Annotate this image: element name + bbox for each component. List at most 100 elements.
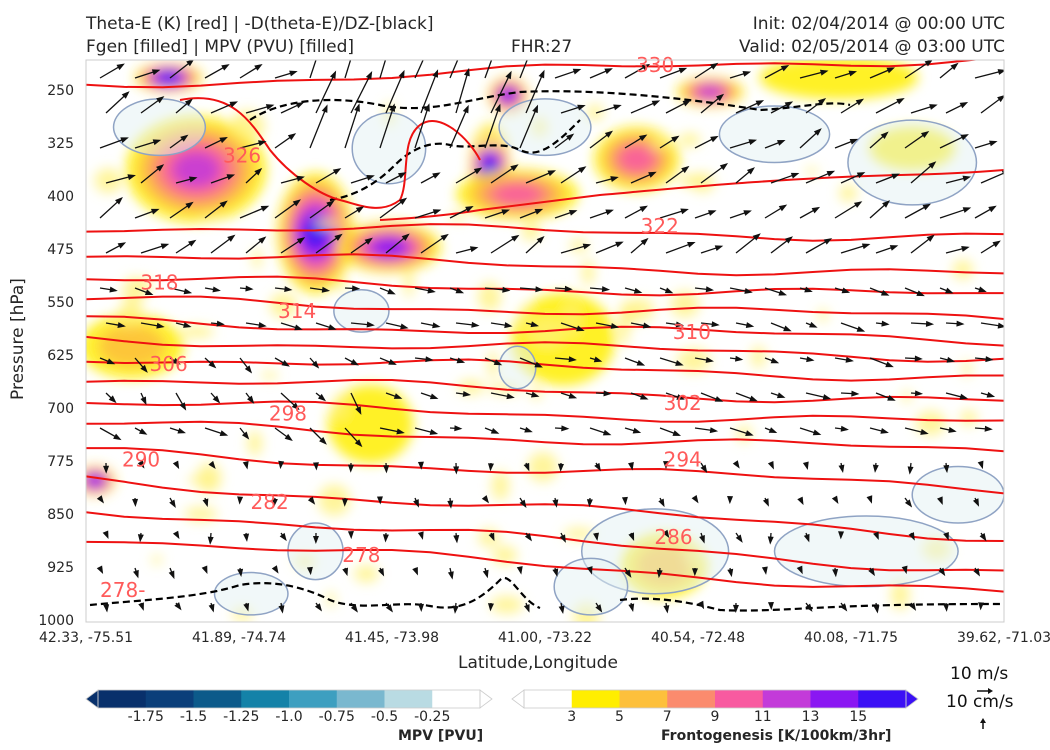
wind-vector-head <box>716 93 725 102</box>
wind-vector-head <box>174 602 182 611</box>
wind-vector <box>344 104 360 149</box>
wind-vector-head <box>719 163 729 171</box>
wind-vector <box>484 105 501 149</box>
wind-vector-head <box>806 356 815 363</box>
wind-vector-head <box>678 67 688 74</box>
wind-vector-head <box>219 430 229 436</box>
fgen_colorbar-segment <box>762 690 811 708</box>
fgen-colorbar-label: Frontogenesis [K/100km/3hr] <box>661 728 892 744</box>
wind-vector-head <box>820 69 829 76</box>
wind-vector <box>350 72 372 114</box>
fgen-patch <box>151 555 162 565</box>
wind-vector-head <box>803 533 810 543</box>
wind-vector-head <box>582 243 592 250</box>
fgen-patch <box>670 290 700 318</box>
wind-vector-head <box>914 390 924 397</box>
wind-vector-head <box>992 240 1001 248</box>
wind-vector-head <box>462 104 469 114</box>
wind-vector-head <box>397 172 407 179</box>
wind-vector-head <box>784 236 794 244</box>
wind-vector-head <box>401 233 410 241</box>
wind-vector-head <box>208 460 216 470</box>
wind-vector-head <box>559 534 566 543</box>
wind-vector-head <box>465 205 474 213</box>
y-tick-label: 250 <box>47 82 74 99</box>
wind-vector <box>519 106 538 149</box>
wind-vector <box>379 60 387 79</box>
wind-vector-head <box>103 465 110 474</box>
fgen_colorbar-segment <box>667 690 716 708</box>
wind-vector-head <box>802 461 809 470</box>
fgen-patch <box>247 430 263 457</box>
wind-vector-head <box>462 390 472 397</box>
wind-vector-head <box>208 603 215 613</box>
wind-vector-head <box>398 69 405 79</box>
x-axis-label: Latitude,Longitude <box>458 653 618 673</box>
wind-vector-head <box>778 204 788 212</box>
title-init: Init: 02/04/2014 @ 00:00 UTC <box>752 14 1005 34</box>
wind-vector-head <box>547 170 556 177</box>
wind-vector-head <box>943 464 950 474</box>
fgen-blob <box>696 84 724 99</box>
wind-vector-head <box>487 603 494 612</box>
wind-vector-head <box>307 496 316 505</box>
wind-vector-head <box>524 426 533 433</box>
wind-vector-head <box>916 290 925 297</box>
wind-vector-head <box>271 498 278 507</box>
wind-vector-head <box>604 130 614 138</box>
wind-vector-head <box>868 567 875 577</box>
wind-vector-head <box>243 533 250 542</box>
wind-vector-head <box>452 605 459 614</box>
wind-vector-head <box>510 164 519 172</box>
theta-e-label: 298 <box>269 401 307 425</box>
fgen_colorbar-segment <box>524 690 573 708</box>
wind-vector-head <box>412 566 418 576</box>
wind-vector-head <box>387 288 396 295</box>
wind-vector-head <box>632 427 642 434</box>
wind-vector-head <box>851 390 860 397</box>
wind-vector-head <box>523 462 530 472</box>
fgen-patch <box>952 259 973 280</box>
fgen-patch <box>521 220 541 241</box>
fgen-patch <box>618 314 629 347</box>
theta-e-line <box>379 169 1004 221</box>
wind-vector-head <box>432 172 441 179</box>
wind-vector-head <box>633 287 643 294</box>
fgen-patch <box>261 371 279 380</box>
wind-vector-head <box>845 356 854 363</box>
theta-e-label: 326 <box>223 143 261 167</box>
wind-vector-head <box>681 165 690 174</box>
fgen-patch <box>314 217 343 230</box>
wind-vector-head <box>284 286 293 293</box>
mpv_colorbar-segment <box>241 690 290 708</box>
wind-vector <box>449 60 459 79</box>
theta-e-line <box>86 335 1004 363</box>
wind-vector-head <box>866 495 873 504</box>
wind-vector-head <box>959 393 969 400</box>
mpv_colorbar-frame <box>97 689 481 709</box>
wind-vector-head <box>212 286 221 293</box>
wind-vector-head <box>817 98 827 106</box>
mpv-contour <box>351 112 427 185</box>
x-tick-label: 39.62, -71.03 <box>956 630 1050 646</box>
fgen-patch <box>915 410 946 436</box>
wind-vector-head <box>601 286 611 293</box>
wind-vector-head <box>586 499 593 508</box>
fgen-patch <box>487 349 498 379</box>
wind-vector-head <box>978 602 985 611</box>
wind-vector-head <box>400 323 409 330</box>
stability-contour <box>89 576 541 610</box>
fgen-patch <box>333 393 346 419</box>
fgen_colorbar-right-tip <box>905 689 919 709</box>
wind-vector-head <box>488 532 495 542</box>
wind-vector-head <box>841 287 851 294</box>
fgen-blob <box>98 325 166 368</box>
wind-vector-head <box>538 69 545 79</box>
y-tick-label: 775 <box>47 453 74 470</box>
wind-vector-head <box>838 531 845 540</box>
wind-vector-head <box>920 429 929 435</box>
fgen-patch <box>736 425 752 442</box>
wind-vector <box>309 60 317 79</box>
wind-vector-head <box>557 463 564 472</box>
wind-vector-head <box>613 104 622 111</box>
